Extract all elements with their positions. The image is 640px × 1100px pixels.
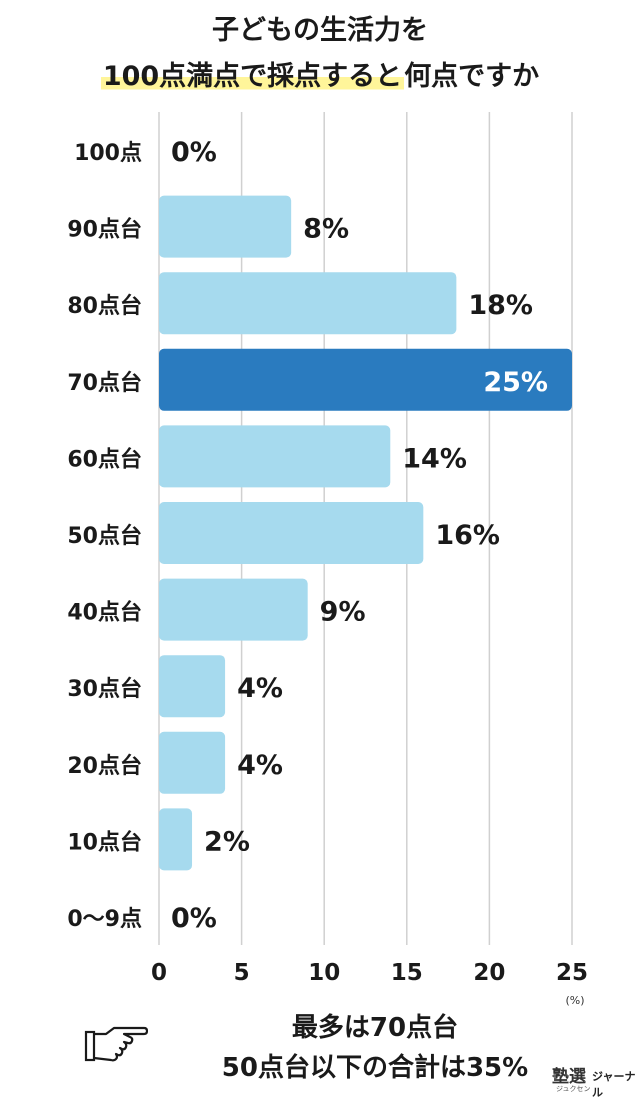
tick-label: 5 [234, 960, 250, 986]
value-label: 8% [303, 214, 349, 245]
bar [159, 272, 457, 335]
bar [159, 425, 391, 488]
value-label: 0% [171, 903, 217, 934]
tick-label: 0 [151, 960, 167, 986]
logo-sub: ジュクセン [556, 1085, 591, 1093]
category-label: 70点台 [67, 370, 142, 396]
category-label: 40点台 [67, 600, 142, 626]
category-label: 100点 [74, 140, 142, 166]
category-label: 90点台 [67, 217, 142, 243]
bar [159, 655, 226, 718]
chart-title-line2: 100点満点で採点すると何点ですか [0, 58, 640, 96]
logo-main: 塾選 [552, 1067, 586, 1087]
bar [159, 195, 292, 258]
value-label: 0% [171, 137, 217, 168]
value-label: 2% [204, 826, 250, 857]
category-label: 80点台 [67, 293, 142, 319]
bar [159, 348, 572, 411]
pointing-hand-icon [84, 1026, 148, 1062]
tick-label: 25 [556, 960, 588, 986]
value-label: 16% [435, 520, 500, 551]
title-rest: 何点ですか [404, 61, 540, 92]
summary-line2: 50点台以下の合計は35% [221, 1053, 529, 1083]
bar [159, 731, 226, 794]
value-label: 9% [320, 597, 366, 628]
logo-side: ジャーナル [592, 1070, 636, 1099]
category-label: 20点台 [67, 753, 142, 779]
tick-label: 15 [391, 960, 423, 986]
axis-unit: (%) [565, 994, 584, 1007]
value-label: 4% [237, 750, 283, 781]
tick-label: 10 [308, 960, 340, 986]
category-label: 60点台 [67, 446, 142, 472]
category-label: 10点台 [67, 829, 142, 855]
summary-line1: 最多は70点台 [291, 1013, 459, 1043]
bar [159, 502, 424, 564]
chart-title-line1: 子どもの生活力を [212, 15, 428, 46]
bar-chart: 100点 0% 90点台 8% 80点台 18% 70点台 25% 60点台 14% 50点台 16%… [67, 112, 588, 1007]
bar [159, 808, 193, 871]
value-label: 4% [237, 673, 283, 704]
category-label: 0〜9点 [67, 906, 142, 932]
category-label: 50点台 [67, 523, 142, 549]
logo: 塾選 ジュクセン ジャーナル [552, 1062, 636, 1099]
value-label: 25% [483, 367, 548, 398]
value-label: 18% [468, 290, 533, 321]
value-label: 14% [402, 443, 467, 474]
tick-label: 20 [473, 960, 505, 986]
category-label: 30点台 [67, 676, 142, 702]
bar [159, 578, 308, 641]
title-highlight: 100点満点で採点すると [100, 61, 405, 92]
